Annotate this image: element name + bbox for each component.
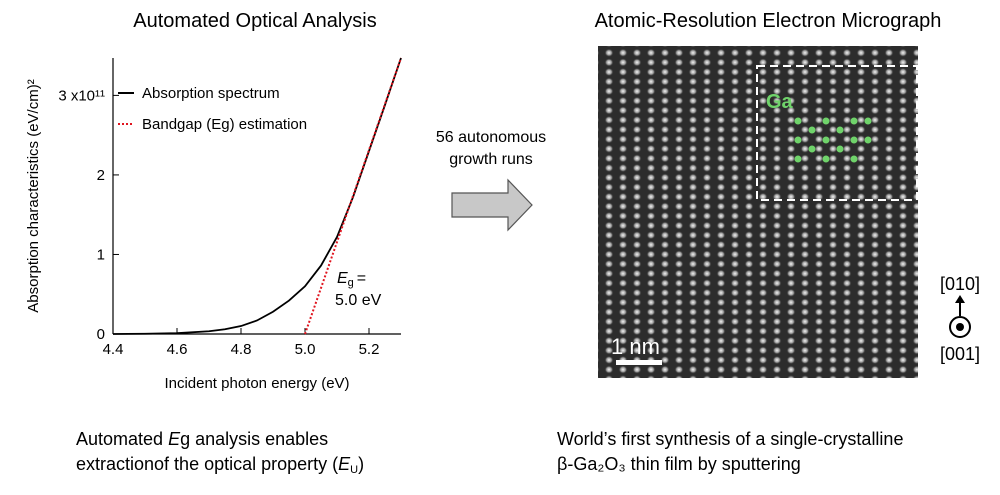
annotation-equals: =: [357, 270, 366, 287]
caption-part: E: [168, 429, 181, 449]
series-line: [304, 57, 402, 335]
caption-part: E: [338, 454, 351, 474]
caption-right: World’s first synthesis of a single-crys…: [557, 429, 903, 449]
caption-part: U: [350, 464, 358, 476]
annotation: Eg =: [337, 270, 366, 289]
y-tick-label: 2: [97, 167, 105, 184]
caption-right: β-Ga₂O₃ thin film by sputtering: [557, 454, 801, 474]
y-axis-label: Absorption characteristics (eV/cm)²: [25, 79, 42, 312]
process-arrow: [451, 178, 533, 232]
direction-dot: [956, 323, 964, 331]
ga-markers: [794, 117, 872, 163]
x-tick-label: 4.4: [103, 341, 124, 358]
y-tick-label: 3 x10¹¹: [58, 87, 105, 104]
micrograph-title: Atomic-Resolution Electron Micrograph: [595, 10, 942, 32]
x-tick-label: 4.8: [231, 341, 252, 358]
caption-part: ): [358, 454, 364, 474]
x-tick-label: 4.6: [167, 341, 188, 358]
arrow-text: 56 autonomous: [436, 129, 546, 146]
x-tick-label: 5.2: [359, 341, 380, 358]
plot: 0 1 2 3 x10¹¹ 4.4 4.6 4.8 5.0 5.2 Absorption spec…: [58, 57, 402, 358]
y-tick-label: 0: [97, 326, 105, 343]
caption-left: extractionof the optical property (EU): [76, 454, 364, 476]
legend-label: Bandgap (Eg) estimation: [142, 116, 307, 133]
scale-label: 1 nm: [611, 334, 660, 359]
arrow-text: growth runs: [449, 151, 533, 168]
direction-circle: [949, 316, 971, 338]
element-label: Ga: [766, 91, 794, 113]
caption-part: Automated: [76, 429, 168, 449]
x-axis-label: Incident photon energy (eV): [164, 375, 349, 392]
caption-part: extractionof the optical property (: [76, 454, 338, 474]
caption-part: g analysis enables: [180, 429, 328, 449]
annotation-value: 5.0 eV: [335, 292, 382, 309]
chart-title: Automated Optical Analysis: [133, 10, 376, 32]
direction-label: [010]: [940, 274, 980, 294]
direction-arrowhead: [955, 295, 965, 303]
caption-left: Automated Eg analysis enables: [76, 429, 328, 449]
legend-label: Absorption spectrum: [142, 85, 280, 102]
annotation-subscript: g: [348, 277, 354, 289]
scale-bar: [616, 360, 662, 365]
inset: [756, 65, 918, 201]
annotation-symbol: E: [337, 270, 348, 287]
x-tick-label: 5.0: [295, 341, 316, 358]
y-tick-label: 1: [97, 246, 105, 263]
direction-label: [001]: [940, 344, 980, 364]
